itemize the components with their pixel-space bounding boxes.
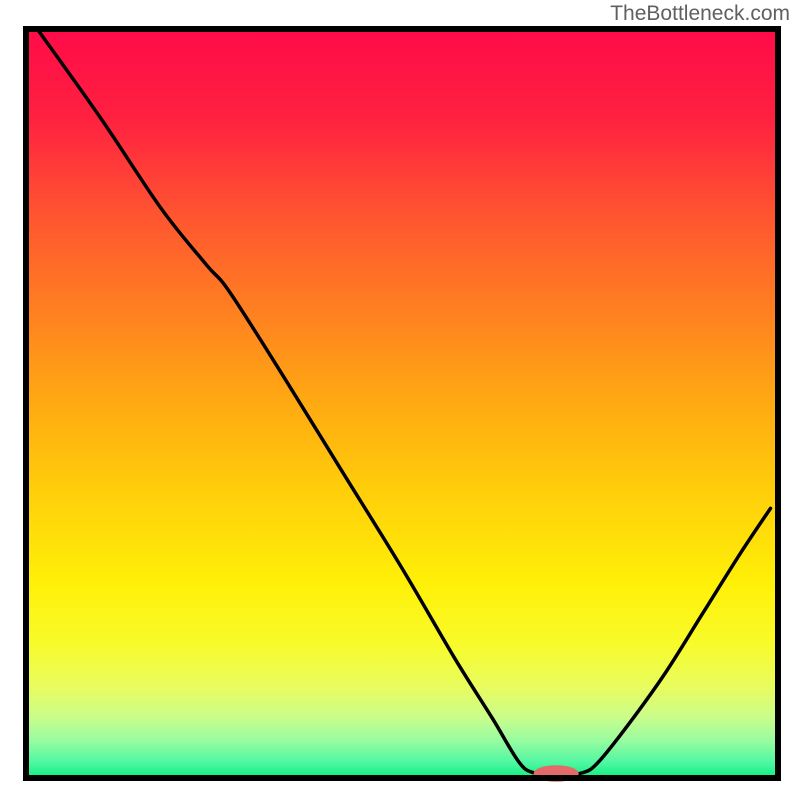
chart-container: TheBottleneck.com bbox=[0, 0, 800, 800]
plot-area bbox=[26, 29, 778, 782]
watermark-text: TheBottleneck.com bbox=[610, 2, 790, 26]
bottleneck-chart bbox=[0, 0, 800, 800]
gradient-background bbox=[26, 29, 778, 778]
